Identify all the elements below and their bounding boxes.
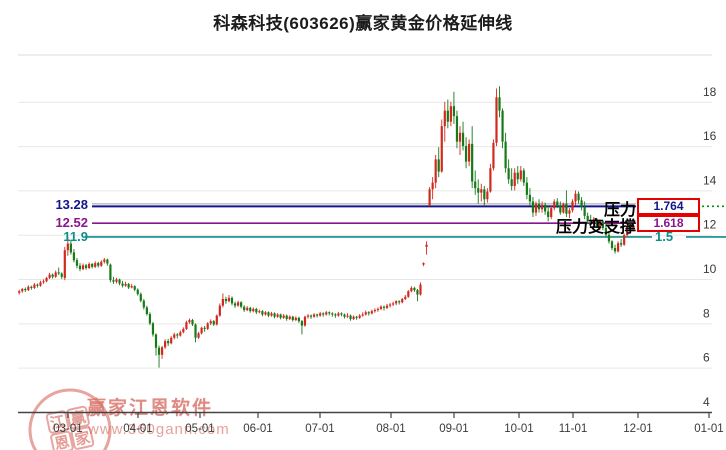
seal-char: 恩 — [53, 434, 71, 450]
x-tick-label: 12-01 — [623, 423, 652, 435]
y-tick-label: 14 — [703, 173, 717, 187]
seal-char: 江 — [48, 412, 66, 433]
level-price-12.52: 12.52 — [55, 215, 88, 230]
y-tick-label: 18 — [703, 85, 717, 99]
x-tick-label: 09-01 — [439, 423, 468, 435]
x-tick-label: 11-01 — [559, 423, 588, 435]
gridlines — [18, 101, 712, 369]
x-tick-label: 03-01 — [53, 423, 82, 435]
ratio-box-1.618: 1.618 — [637, 215, 700, 232]
level-price-11.9: 11.9 — [63, 229, 88, 244]
watermark-software-name: 赢家江恩软件 — [87, 398, 214, 419]
x-tick-label: 08-01 — [376, 423, 405, 435]
x-tick-label: 01-01 — [694, 423, 723, 435]
x-tick-label: 04-01 — [123, 423, 152, 435]
ratio-label-1.5: 1.5 — [655, 229, 674, 244]
y-tick-label: 6 — [703, 351, 710, 365]
x-axis: 03-01 04-01 05-01 06-01 07-01 08-01 09-01 10-01… — [18, 411, 724, 435]
x-tick-label: 06-01 — [243, 423, 272, 435]
x-tick-label: 05-01 — [185, 423, 214, 435]
y-tick-label: 4 — [703, 395, 710, 409]
chart-title: 科森科技(603626)赢家黄金价格延伸线 — [213, 14, 513, 33]
y-tick-label: 16 — [703, 129, 717, 143]
y-tick-label: 10 — [703, 262, 717, 276]
y-tick-label: 12 — [703, 218, 717, 232]
y-axis-labels: 18 16 14 12 10 8 6 4 — [703, 85, 717, 409]
x-tick-label: 10-01 — [504, 423, 533, 435]
ratio-box-1.764: 1.764 — [637, 198, 700, 215]
candles — [18, 86, 635, 368]
pressure-to-support-label: 压力变支撑 — [555, 219, 636, 236]
pressure-label: 压力 — [603, 202, 636, 219]
y-tick-label: 8 — [703, 306, 710, 320]
watermark-website: www.360gann.com — [88, 421, 230, 438]
x-tick-label: 07-01 — [305, 423, 334, 435]
level-price-13.28: 13.28 — [55, 197, 88, 212]
seal-char: 家 — [73, 428, 91, 449]
